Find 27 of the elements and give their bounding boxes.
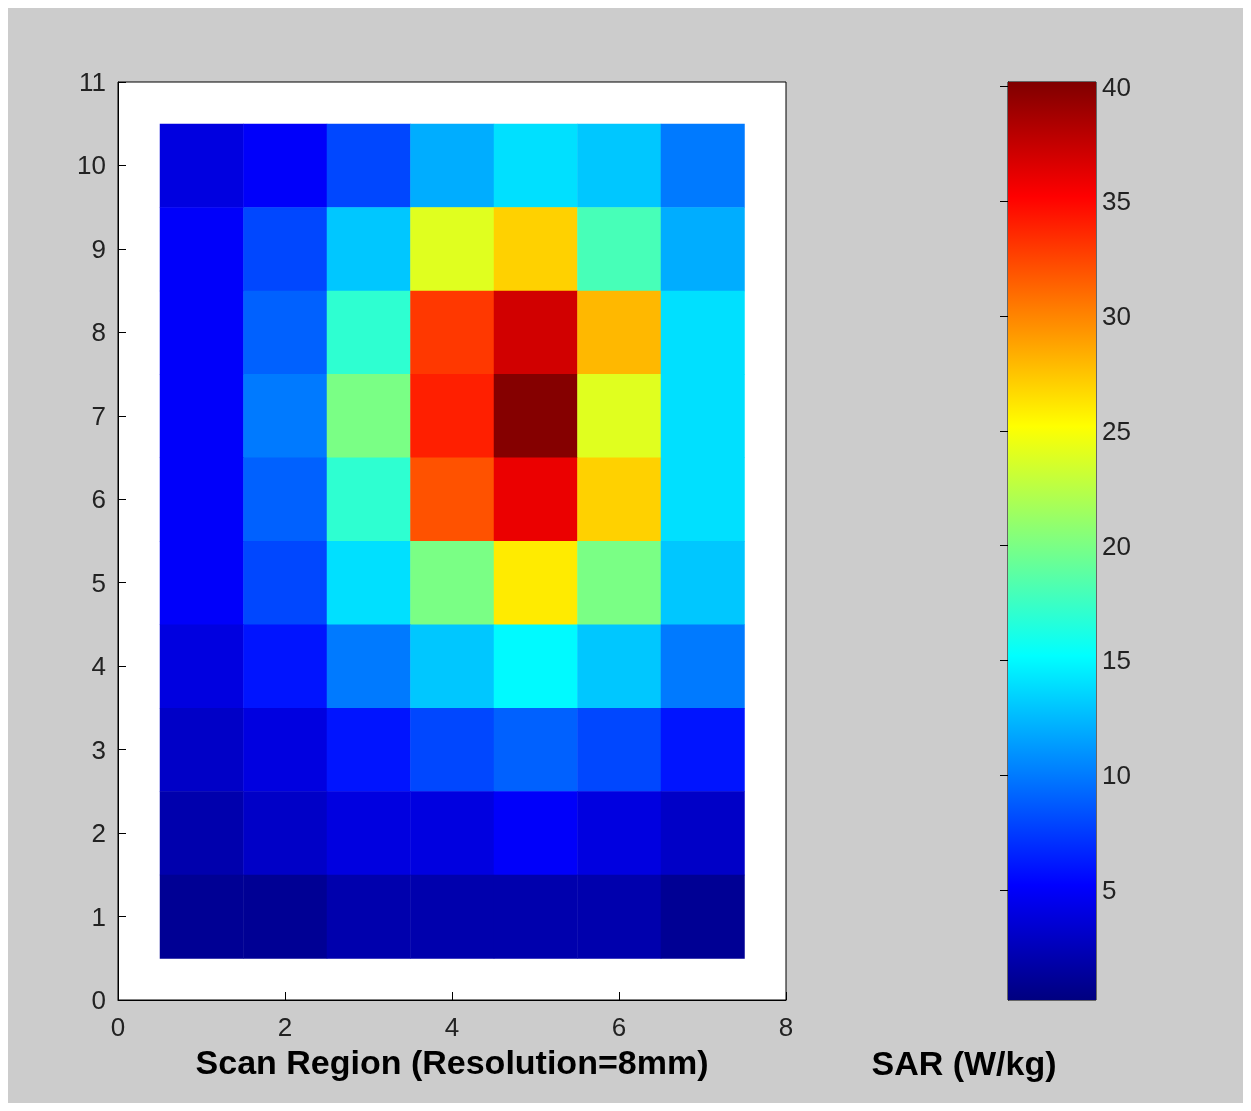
color-bar-label: 20 <box>1102 530 1131 561</box>
color-bar-label: 5 <box>1102 874 1117 905</box>
y-tick-label: 0 <box>91 985 106 1015</box>
y-tick-label: 5 <box>91 567 106 598</box>
y-tick-label: 4 <box>91 651 106 682</box>
x-tick-label: 2 <box>277 1012 293 1042</box>
x-tick-label: 6 <box>611 1012 627 1042</box>
y-tick-label: 3 <box>91 734 106 765</box>
color-bar-label: 35 <box>1102 186 1131 217</box>
color-bar-title: SAR (W/kg) <box>871 1044 1057 1082</box>
y-tick-label: 7 <box>91 400 106 431</box>
x-tick-label: 8 <box>778 1012 794 1042</box>
x-axis-title: Scan Region (Resolution=8mm) <box>195 1042 709 1081</box>
y-tick-label: 8 <box>91 317 106 348</box>
y-tick-label: 2 <box>91 818 106 849</box>
x-tick-label: 4 <box>444 1012 460 1042</box>
color-bar-label: 10 <box>1102 760 1131 791</box>
y-tick-label: 10 <box>77 150 106 181</box>
color-bar-label: 30 <box>1102 301 1131 332</box>
y-tick-label: 11 <box>79 67 106 97</box>
color-bar-label: 40 <box>1102 71 1131 102</box>
y-tick-label: 9 <box>91 233 106 264</box>
color-bar-label: 25 <box>1102 415 1131 446</box>
color-bar-label: 15 <box>1102 645 1131 676</box>
x-tick-label: 0 <box>110 1012 126 1042</box>
y-tick-label: 6 <box>91 484 106 515</box>
y-tick-label: 1 <box>91 901 106 932</box>
